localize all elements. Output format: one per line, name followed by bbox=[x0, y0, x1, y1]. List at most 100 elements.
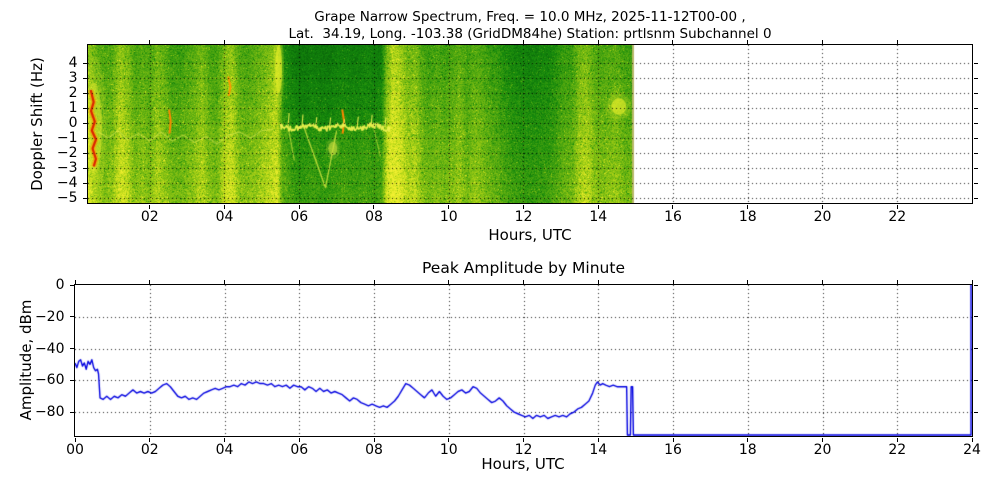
y-tick-mark-right bbox=[973, 284, 978, 286]
x-tick-label: 14 bbox=[589, 208, 608, 225]
x-tick-label: 00 bbox=[66, 441, 84, 458]
x-tick-mark bbox=[448, 437, 450, 442]
x-tick-mark bbox=[896, 437, 898, 442]
y-tick-label: −20 bbox=[34, 308, 65, 325]
x-tick-mark-top bbox=[298, 279, 300, 284]
x-tick-mark bbox=[522, 204, 524, 209]
x-tick-label: 08 bbox=[365, 208, 383, 225]
amplitude-plot bbox=[73, 283, 973, 437]
amplitude-line-canvas bbox=[74, 284, 972, 436]
x-tick-label: 04 bbox=[215, 441, 234, 458]
x-tick-mark-top bbox=[971, 279, 973, 284]
x-tick-mark bbox=[821, 204, 823, 209]
x-tick-label: 10 bbox=[439, 208, 458, 225]
x-tick-label: 10 bbox=[439, 441, 458, 458]
x-tick-label: 20 bbox=[813, 208, 832, 225]
x-tick-mark-top bbox=[523, 279, 524, 284]
x-tick-mark bbox=[747, 437, 749, 442]
x-tick-mark-top bbox=[821, 39, 823, 44]
y-tick-mark-right bbox=[973, 137, 978, 139]
x-tick-mark bbox=[74, 437, 76, 442]
x-tick-mark-top bbox=[597, 39, 599, 44]
x-tick-label: 16 bbox=[664, 208, 682, 225]
y-tick-mark-right bbox=[973, 348, 978, 350]
y-tick-label: −3 bbox=[56, 160, 78, 177]
x-tick-mark bbox=[298, 204, 300, 209]
x-tick-mark bbox=[672, 204, 674, 209]
y-tick-mark-right bbox=[973, 122, 978, 124]
spectrogram-title-line2: Lat. 34.19, Long. -103.38 (GridDM84he) S… bbox=[288, 25, 772, 42]
x-tick-mark-top bbox=[672, 279, 674, 284]
x-tick-mark bbox=[373, 204, 375, 209]
y-tick-label: −1 bbox=[56, 130, 78, 147]
x-tick-mark-top bbox=[224, 279, 225, 284]
x-tick-label: 06 bbox=[290, 208, 309, 225]
y-tick-label: −80 bbox=[34, 404, 65, 421]
y-tick-mark bbox=[82, 182, 87, 184]
x-tick-label: 24 bbox=[963, 441, 981, 458]
y-tick-label: −40 bbox=[34, 340, 65, 357]
y-tick-label: −5 bbox=[56, 190, 78, 207]
y-tick-mark-right bbox=[973, 62, 978, 64]
x-tick-mark-top bbox=[149, 279, 151, 284]
doppler-spectrogram-canvas bbox=[87, 44, 972, 203]
x-tick-mark-top bbox=[298, 39, 300, 44]
x-tick-label: 16 bbox=[664, 441, 682, 458]
x-tick-mark-top bbox=[522, 39, 524, 44]
y-tick-label: 4 bbox=[68, 55, 78, 71]
y-tick-label: −60 bbox=[34, 372, 65, 389]
x-tick-label: 18 bbox=[738, 441, 757, 458]
y-tick-mark bbox=[82, 197, 87, 199]
y-tick-mark bbox=[82, 92, 87, 94]
x-tick-label: 22 bbox=[888, 441, 907, 458]
y-tick-mark bbox=[69, 411, 74, 413]
y-tick-mark-right bbox=[973, 379, 978, 381]
y-tick-mark bbox=[82, 122, 87, 124]
x-tick-mark bbox=[597, 204, 599, 209]
y-tick-label: 0 bbox=[68, 115, 78, 132]
amplitude-title: Peak Amplitude by Minute bbox=[422, 259, 625, 277]
y-tick-label: −4 bbox=[56, 175, 78, 192]
x-tick-mark-top bbox=[74, 279, 76, 284]
amplitude-xlabel: Hours, UTC bbox=[481, 455, 565, 473]
y-tick-mark bbox=[69, 348, 74, 350]
x-tick-mark-top bbox=[223, 39, 225, 44]
y-tick-label: 1 bbox=[68, 100, 78, 117]
x-tick-mark bbox=[672, 437, 674, 442]
y-tick-mark bbox=[82, 152, 87, 154]
x-tick-mark bbox=[896, 204, 898, 209]
y-tick-mark bbox=[82, 77, 87, 79]
y-tick-mark-right bbox=[973, 316, 978, 318]
x-tick-label: 02 bbox=[140, 208, 159, 225]
y-tick-label: 0 bbox=[55, 277, 65, 293]
spectrogram-title-line1: Grape Narrow Spectrum, Freq. = 10.0 MHz,… bbox=[314, 9, 746, 25]
y-tick-mark-right bbox=[973, 152, 978, 154]
x-tick-mark bbox=[523, 437, 524, 442]
y-tick-mark bbox=[69, 379, 74, 381]
x-tick-mark-top bbox=[149, 39, 151, 44]
y-tick-mark bbox=[82, 62, 87, 64]
x-tick-mark bbox=[597, 437, 599, 442]
y-tick-mark bbox=[69, 316, 74, 318]
x-tick-mark-top bbox=[597, 279, 599, 284]
x-tick-mark-top bbox=[896, 39, 898, 44]
y-tick-mark bbox=[82, 167, 87, 169]
x-tick-label: 20 bbox=[813, 441, 832, 458]
x-tick-mark-top bbox=[747, 279, 749, 284]
x-tick-label: 04 bbox=[215, 208, 234, 225]
x-tick-label: 14 bbox=[589, 441, 608, 458]
doppler-spectrogram-plot bbox=[86, 43, 973, 204]
y-tick-label: 3 bbox=[68, 70, 78, 86]
x-tick-mark-top bbox=[448, 279, 450, 284]
x-tick-label: 02 bbox=[140, 441, 159, 458]
x-tick-mark-top bbox=[822, 279, 823, 284]
y-tick-mark-right bbox=[973, 197, 978, 199]
y-tick-mark-right bbox=[973, 77, 978, 79]
y-tick-mark-right bbox=[973, 92, 978, 94]
x-tick-mark-top bbox=[747, 39, 749, 44]
x-tick-mark bbox=[149, 437, 151, 442]
x-tick-mark bbox=[971, 437, 973, 442]
x-tick-mark bbox=[223, 204, 225, 209]
x-tick-label: 06 bbox=[290, 441, 309, 458]
y-tick-mark bbox=[82, 137, 87, 139]
